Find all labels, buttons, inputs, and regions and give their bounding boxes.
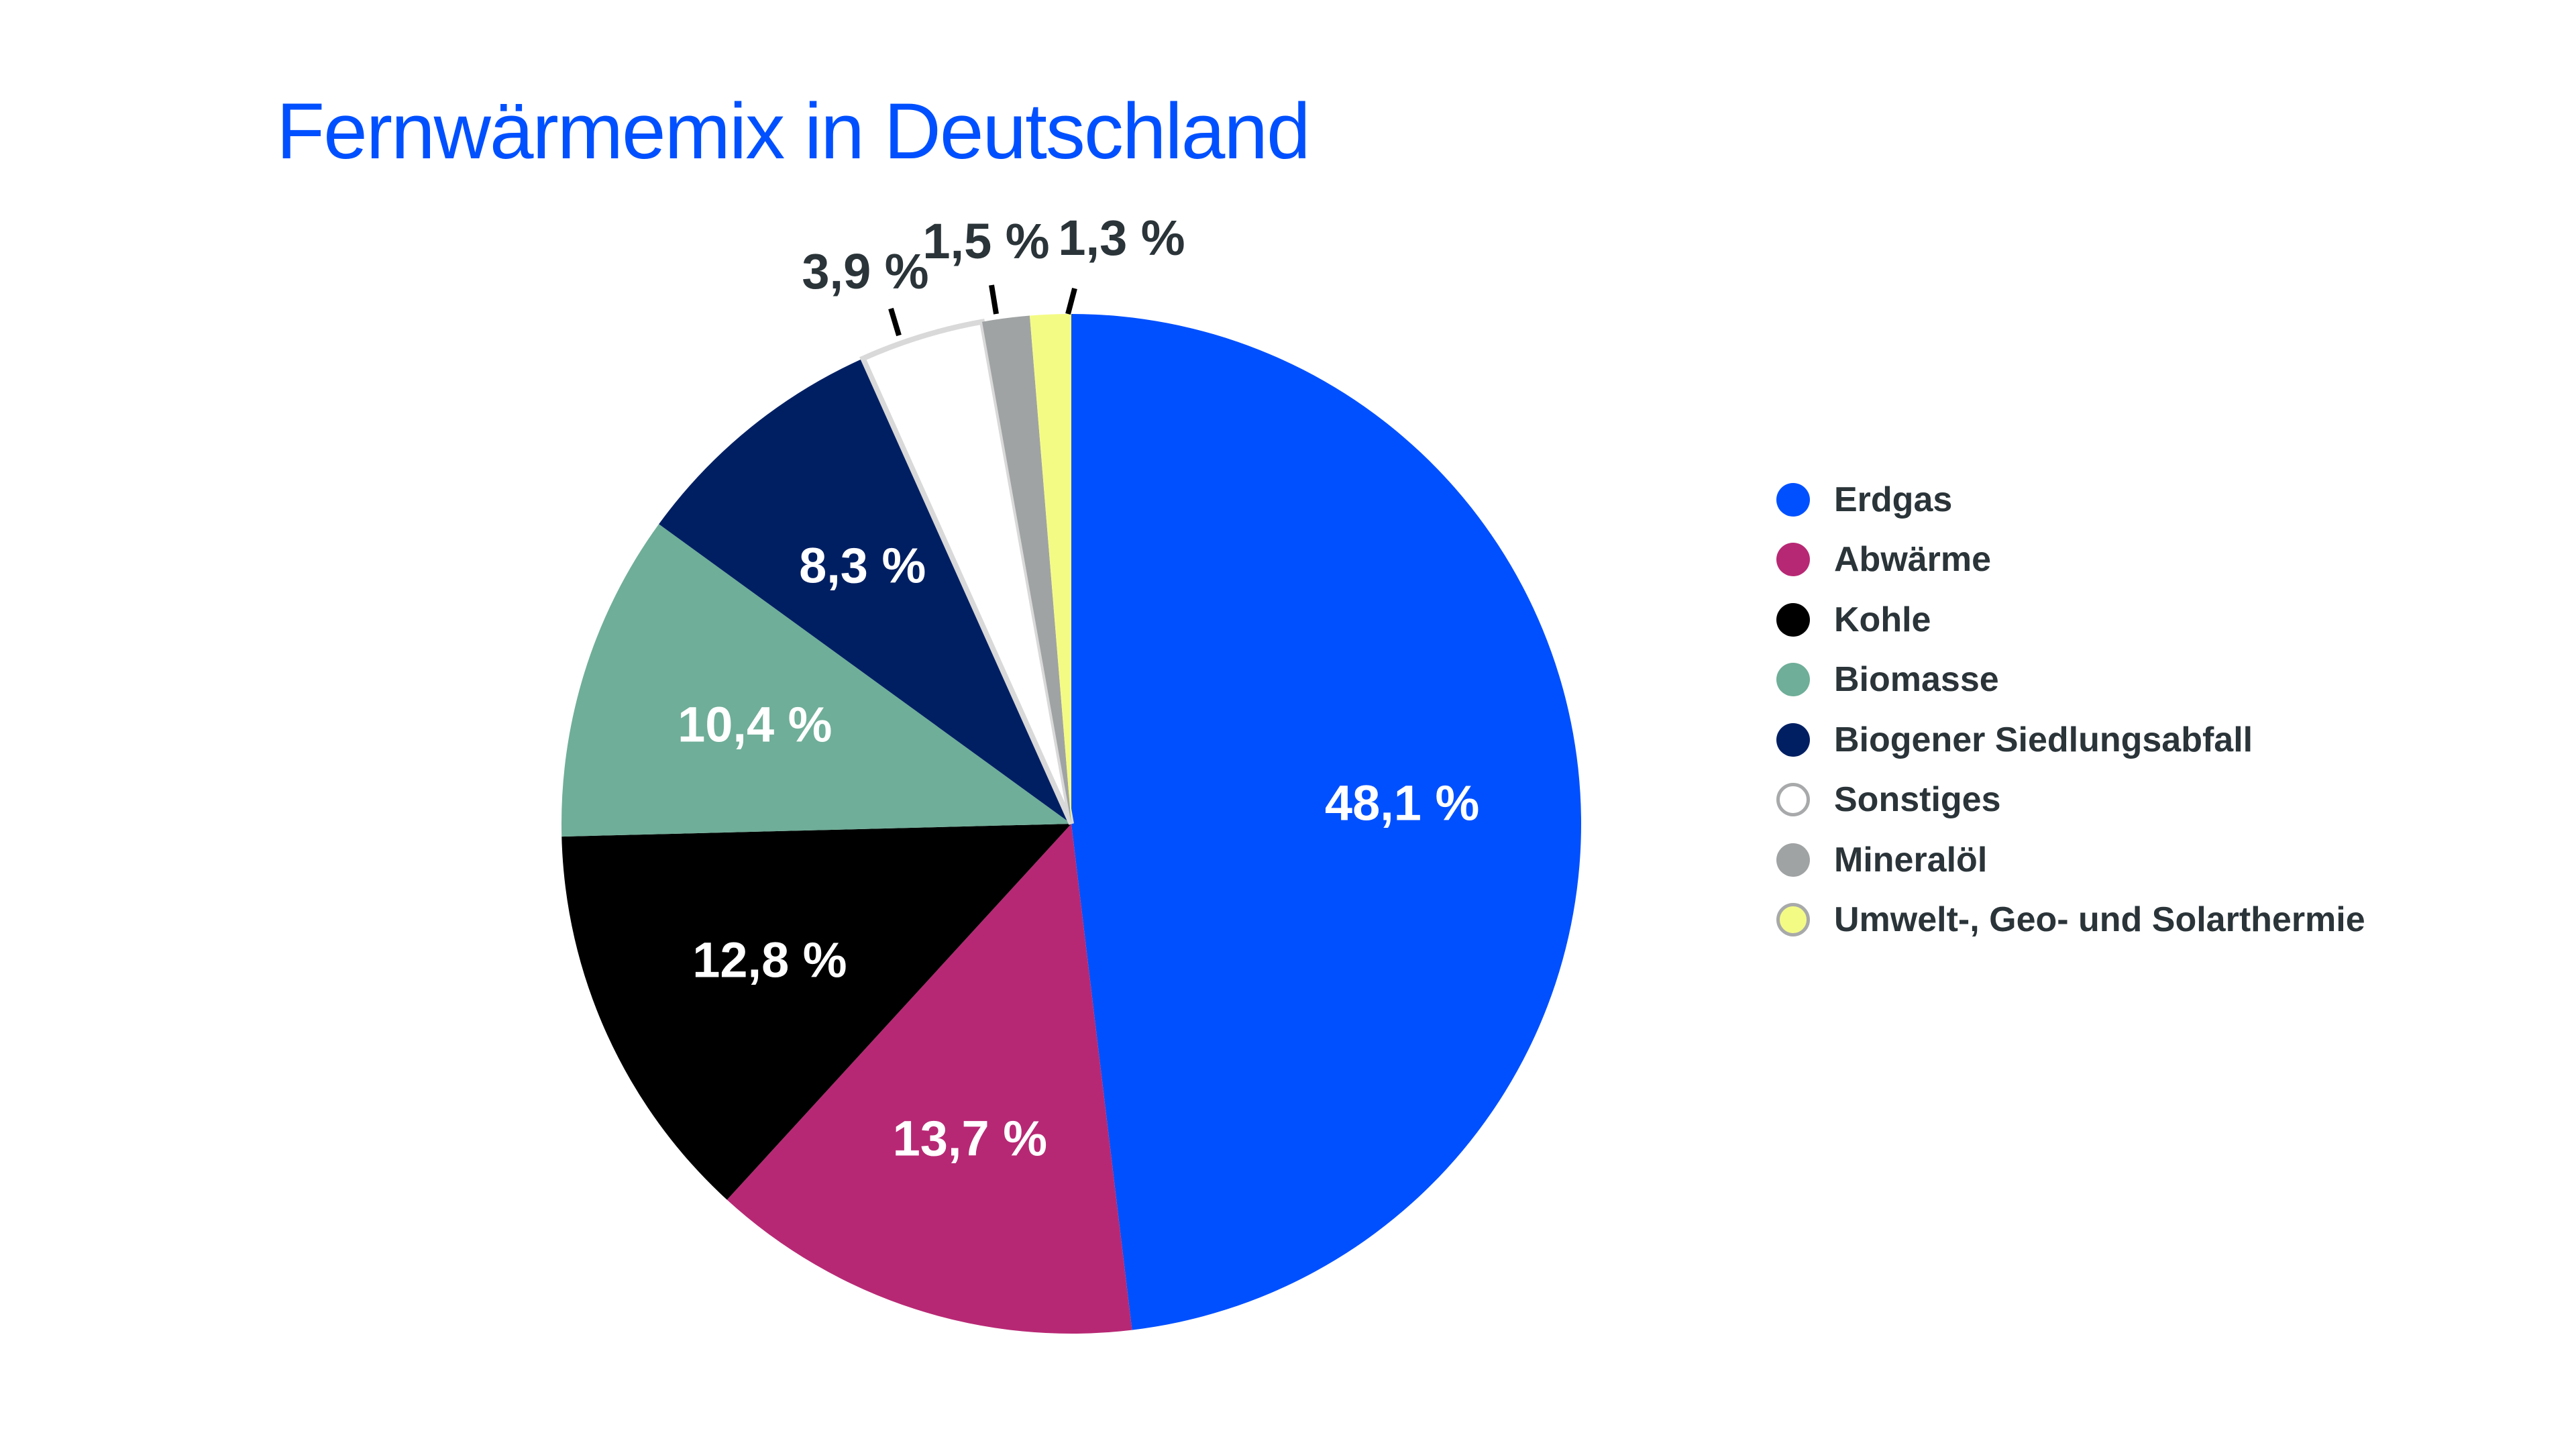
legend-label: Erdgas (1834, 480, 1953, 519)
legend-swatch (1776, 482, 1810, 517)
pie-slice-sonstiges (859, 319, 1074, 825)
pie-slice-biomasse (561, 524, 1071, 837)
data-label: 1,3 % (1058, 210, 1185, 266)
legend-label: Biogener Siedlungsabfall (1834, 720, 2253, 759)
legend-item: Erdgas (1776, 470, 2365, 530)
leader-line (1065, 287, 1077, 315)
data-label: 10,4 % (678, 696, 832, 752)
data-label: 8,3 % (799, 537, 926, 593)
legend-item: Biomasse (1776, 650, 2365, 710)
legend-swatch (1776, 663, 1810, 697)
data-label: 13,7 % (893, 1110, 1047, 1166)
legend-label: Biomasse (1834, 660, 1999, 700)
legend-item: Abwärme (1776, 530, 2365, 590)
legend-item: Mineralöl (1776, 830, 2365, 890)
legend-swatch (1776, 543, 1810, 577)
data-label: 48,1 % (1325, 775, 1479, 831)
legend-label: Abwärme (1834, 540, 1992, 580)
chart-title: Fernwärmemix in Deutschland (276, 87, 1311, 176)
leader-line (888, 307, 902, 337)
pie-slice-biogener-siedlungsabfall (659, 358, 1071, 824)
pie-slice-umwelt-geo-und-solarthermie (1029, 314, 1071, 824)
legend: Erdgas Abwärme Kohle Biomasse Biogener Siedl… (1776, 470, 2365, 950)
legend-item: Kohle (1776, 590, 2365, 650)
legend-item: Umwelt-, Geo- und Solarthermie (1776, 890, 2365, 951)
data-label: 3,9 % (802, 244, 928, 299)
pie-slice-mineralöl (981, 315, 1071, 824)
data-label: 1,5 % (922, 213, 1049, 269)
leader-line (989, 284, 999, 315)
legend-swatch (1776, 602, 1810, 637)
legend-label: Kohle (1834, 600, 1931, 639)
pie-slice-erdgas (1071, 314, 1581, 1330)
legend-swatch (1776, 722, 1810, 757)
data-label: 12,8 % (692, 932, 847, 988)
legend-label: Sonstiges (1834, 780, 2001, 820)
legend-item: Sonstiges (1776, 770, 2365, 830)
pie-slice-kohle (561, 824, 1071, 1200)
legend-label: Umwelt-, Geo- und Solarthermie (1834, 900, 2365, 940)
legend-swatch (1776, 783, 1810, 817)
legend-label: Mineralöl (1834, 840, 1988, 879)
pie-slice-abwärme (727, 824, 1132, 1334)
legend-item: Biogener Siedlungsabfall (1776, 710, 2365, 770)
legend-swatch (1776, 843, 1810, 877)
legend-swatch (1776, 903, 1810, 937)
